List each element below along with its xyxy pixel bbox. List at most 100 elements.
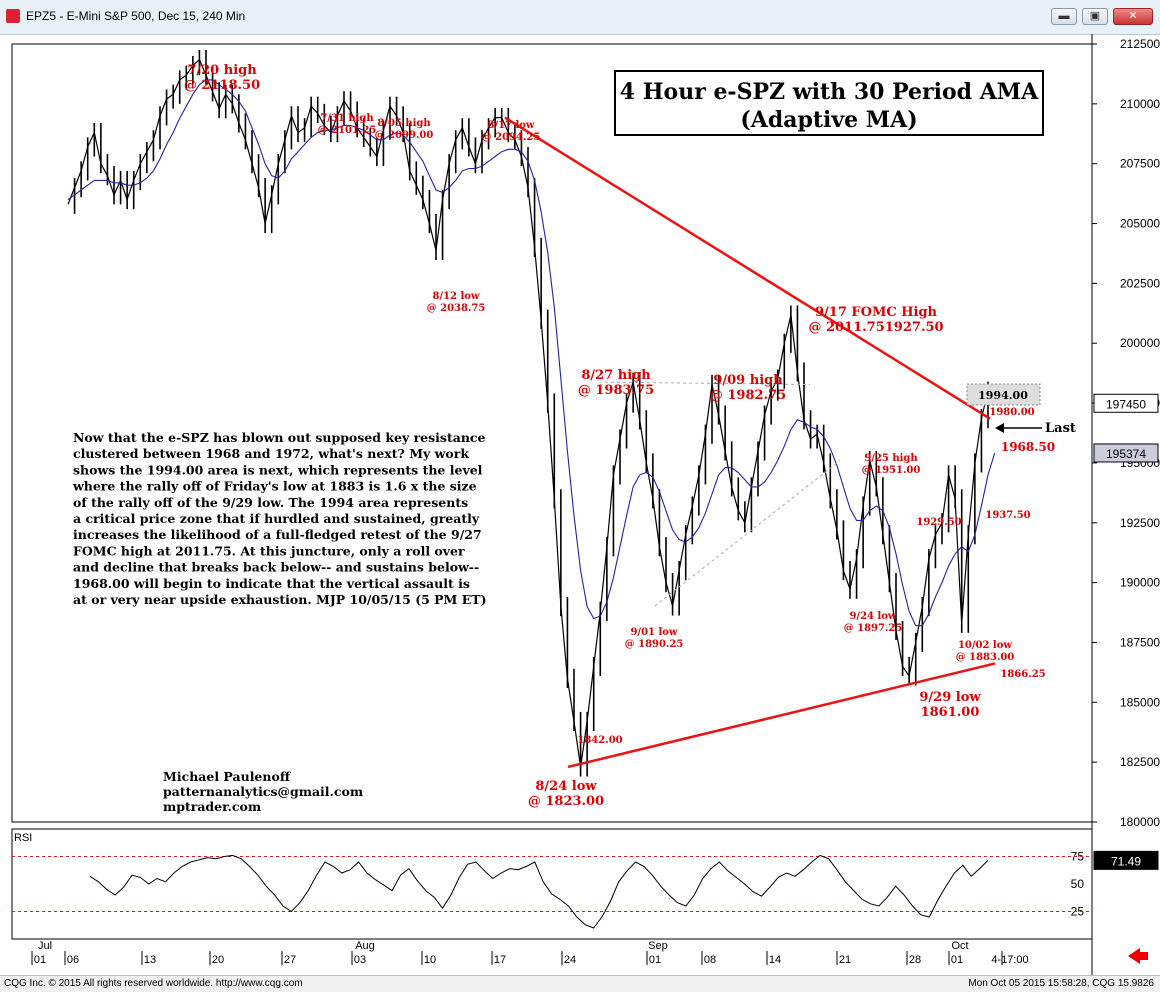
x-day-label: 01 [951, 954, 963, 966]
rsi-last-box [1093, 850, 1159, 870]
commentary-line: at or very near upside exhaustion. MJP 1… [73, 592, 487, 607]
annotation-label: 1994.00 [978, 389, 1028, 402]
rsi-tick-label: 25 [1071, 905, 1085, 919]
y-tick-label: 180000 [1120, 815, 1160, 829]
annotation-value: @ 2101.25 [318, 125, 377, 136]
x-day-label: 13 [144, 954, 156, 966]
annotation-label: 8/17 low [487, 120, 534, 131]
annotation-value: @ 1890.25 [625, 639, 684, 650]
y-tick-label: 187500 [1120, 635, 1160, 649]
annotation-value: @ 2099.00 [375, 130, 434, 141]
annotation-label: 1937.50 [985, 510, 1030, 521]
x-day-label: 4-17:00 [991, 954, 1028, 966]
x-month-label: Jul [38, 940, 52, 952]
copyright-text: CQG Inc. © 2015 All rights reserved worl… [4, 978, 303, 989]
x-day-label: 21 [839, 954, 851, 966]
x-day-label: 08 [704, 954, 716, 966]
annotation-label: 9/09 high [713, 373, 783, 388]
annotation-label: 1968.50 [1001, 440, 1055, 454]
annotation-value: 1861.00 [921, 705, 980, 720]
commentary-line: and decline that breaks back below-- and… [73, 560, 479, 575]
x-day-label: 01 [34, 954, 46, 966]
status-bar: CQG Inc. © 2015 All rights reserved worl… [0, 975, 1160, 992]
x-day-label: 17 [494, 954, 506, 966]
annotation-label: 10/02 low [958, 640, 1012, 651]
annotation-value: @ 2038.75 [427, 303, 486, 314]
close-button[interactable]: ✕ [1113, 8, 1153, 25]
annotation-value: @ 1883.00 [956, 652, 1015, 663]
y-tick-label: 192500 [1120, 516, 1160, 530]
y-tick-label: 212500 [1120, 37, 1160, 51]
commentary-line: clustered between 1968 and 1972, what's … [73, 446, 469, 461]
window-titlebar: EPZ5 - E-Mini S&P 500, Dec 15, 240 Min ▬… [0, 0, 1160, 35]
restore-button[interactable]: ▣ [1082, 8, 1108, 25]
annotation-value: @ 1983.75 [578, 383, 654, 398]
x-day-label: 10 [424, 954, 436, 966]
annotation-value: @ 1897.25 [844, 623, 903, 634]
annotation-label: 1842.00 [577, 735, 622, 746]
annotation-label: 9/01 low [630, 627, 677, 638]
annotation-value: @ 2118.50 [184, 78, 260, 93]
commentary-line: 1968.00 will begin to indicate that the … [73, 576, 470, 591]
upper-trendline [504, 116, 991, 420]
title-box [614, 70, 1044, 136]
x-day-label: 06 [67, 954, 79, 966]
x-day-label: 24 [564, 954, 576, 966]
x-day-label: 27 [284, 954, 296, 966]
rsi-tick-label: 50 [1071, 877, 1085, 891]
annotation-label: 8/27 high [581, 368, 651, 383]
minimize-button[interactable]: ▬ [1051, 8, 1077, 25]
annotation-value: @ 1823.00 [528, 794, 604, 809]
last-label: Last [1045, 421, 1076, 436]
y-tick-label: 207500 [1120, 157, 1160, 171]
x-day-label: 20 [212, 954, 224, 966]
scroll-arrow-icon [1128, 948, 1140, 964]
commentary-line: shows the 1994.00 area is next, which re… [73, 462, 483, 477]
x-day-label: 28 [909, 954, 921, 966]
chart-canvas: 2125002100002075002050002025002000001975… [11, 34, 1160, 975]
author-line: patternanalytics@gmail.com [163, 784, 363, 799]
commentary-line: Now that the e-SPZ has blown out suppose… [73, 430, 486, 445]
lower-trendline [567, 662, 996, 769]
annotation-label: 7/31 high [320, 113, 374, 124]
x-day-label: 03 [354, 954, 366, 966]
y-tick-label: 202500 [1120, 276, 1160, 290]
annotation-label: 1929.50 [916, 517, 961, 528]
x-month-label: Aug [355, 940, 375, 952]
window-title: EPZ5 - E-Mini S&P 500, Dec 15, 240 Min [26, 9, 246, 23]
annotation-value: @ 2011.751927.50 [808, 320, 943, 335]
last-ama-label-box [1093, 443, 1159, 463]
last-price-label-box [1093, 393, 1159, 413]
last-arrowhead [995, 423, 1004, 433]
price-panel [11, 43, 1093, 823]
scroll-arrow-stem [1138, 952, 1148, 960]
app-icon [6, 9, 20, 23]
commentary-line: FOMC high at 2011.75. At this juncture, … [73, 543, 465, 558]
annotation-label: 7/20 high [187, 63, 257, 78]
y-tick-label: 210000 [1120, 97, 1160, 111]
annotation-label: 9/24 low [849, 611, 896, 622]
annotation-label: 8/24 low [535, 779, 597, 794]
resistance-dotted-line [604, 381, 811, 386]
target-box [966, 383, 1041, 406]
commentary-line: increases the likelihood of a full-fledg… [73, 527, 482, 542]
y-tick-label: 185000 [1120, 695, 1160, 709]
rsi-tick-label: 75 [1071, 850, 1085, 864]
annotation-label: 9/29 low [919, 690, 981, 705]
x-month-label: Sep [648, 940, 668, 952]
annotation-label: 1866.25 [1000, 669, 1045, 680]
author-line: mptrader.com [163, 799, 261, 814]
rsi-last-label: 71.49 [1111, 854, 1141, 868]
commentary-line: of the rally off of the 9/29 low. The 19… [73, 495, 468, 510]
last-price-label: 197450 [1106, 397, 1146, 411]
annotation-value: @ 1982.75 [710, 388, 786, 403]
commentary-line: a critical price zone that if hurdled an… [73, 511, 480, 526]
timestamp-text: Mon Oct 05 2015 15:58:28, CQG 15.9826 [968, 978, 1154, 989]
y-tick-label: 182500 [1120, 755, 1160, 769]
y-tick-label: 200000 [1120, 336, 1160, 350]
y-tick-label: 190000 [1120, 576, 1160, 590]
annotation-label: 9/17 FOMC High [815, 305, 938, 320]
commentary-line: where the rally off of Friday's low at 1… [72, 479, 477, 494]
chart-title: 4 Hour e-SPZ with 30 Period AMA [620, 79, 1039, 105]
y-tick-label: 205000 [1120, 217, 1160, 231]
